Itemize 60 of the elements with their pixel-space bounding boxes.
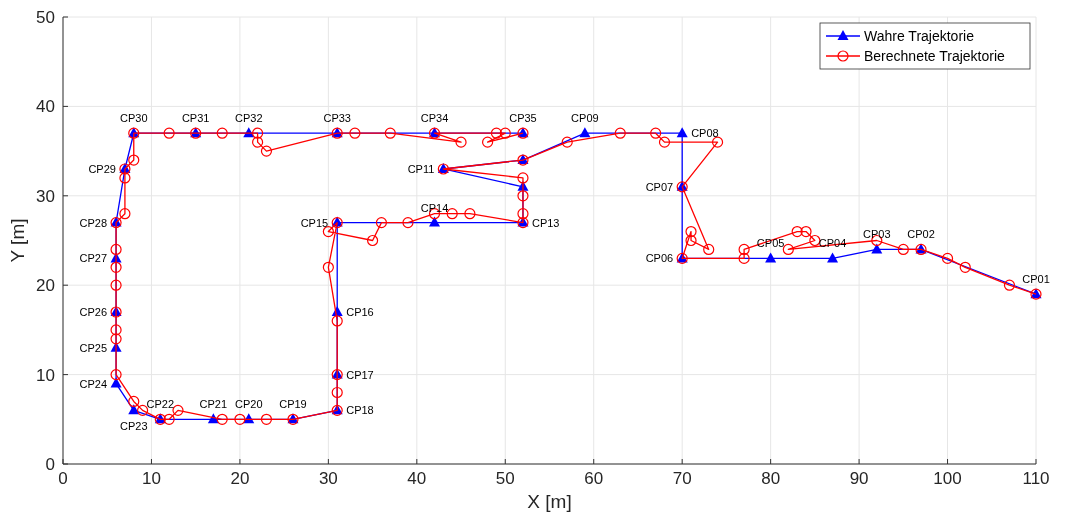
x-tick-label: 20: [230, 469, 250, 488]
x-tick-label: 110: [1022, 469, 1050, 488]
x-tick-label: 100: [933, 469, 962, 488]
annotation: CP18: [346, 404, 374, 417]
x-axis-title: X [m]: [527, 491, 572, 512]
annotation: CP26: [79, 306, 108, 319]
annotation: CP32: [234, 112, 263, 125]
x-tick-label: 50: [495, 469, 515, 488]
annotation: CP14: [420, 201, 449, 214]
annotation: CP31: [181, 112, 210, 125]
point: [827, 252, 839, 263]
annotation: CP16: [346, 306, 374, 319]
annotation: CP34: [420, 112, 449, 125]
annotation: CP23: [120, 420, 148, 433]
y-tick-label: 20: [36, 276, 55, 296]
y-tick-label: 10: [36, 365, 55, 385]
annotation: CP02: [907, 228, 935, 241]
point: [579, 127, 591, 138]
y-tick-label: 30: [36, 186, 55, 206]
annotation: CP09: [571, 112, 599, 125]
annotation: CP21: [199, 398, 228, 411]
point: [110, 377, 122, 388]
x-tick-label: 30: [318, 469, 338, 488]
annotation: CP29: [88, 162, 116, 175]
point: [429, 216, 441, 227]
annotation: CP06: [645, 252, 674, 265]
annotation: CP19: [279, 398, 307, 411]
x-tick-label: 0: [58, 469, 68, 488]
x-tick-label: 60: [584, 469, 604, 488]
y-tick-label: 40: [36, 97, 55, 117]
annotation: CP30: [120, 112, 148, 125]
x-tick-label: 90: [849, 469, 869, 488]
x-tick-label: 70: [672, 469, 692, 488]
annotation: CP20: [234, 398, 263, 411]
annotation: CP05: [756, 237, 785, 250]
legend-label: Berechnete Trajektorie: [864, 48, 1006, 64]
annotation: CP28: [79, 216, 108, 229]
legend-label: Wahre Trajektorie: [864, 28, 975, 44]
annotation: CP22: [146, 398, 175, 411]
point: [676, 127, 688, 138]
annotation: CP25: [79, 341, 108, 354]
annotation: CP15: [300, 216, 329, 229]
annotation: CP33: [323, 112, 351, 125]
annotation: CP13: [531, 216, 560, 229]
y-axis-title: Y [m]: [7, 218, 28, 263]
annotation: CP24: [79, 377, 108, 390]
y-tick-label: 50: [36, 8, 55, 27]
annotation: CP03: [863, 228, 891, 241]
annotation: CP08: [691, 127, 719, 140]
annotation: CP27: [79, 252, 108, 265]
x-tick-label: 80: [761, 469, 781, 488]
annotation: CP35: [509, 112, 537, 125]
annotation: CP11: [407, 162, 435, 175]
x-tick-label: 40: [407, 469, 427, 488]
annotation: CP07: [645, 180, 674, 193]
annotation: CP17: [346, 368, 374, 381]
x-tick-label: 10: [141, 469, 161, 488]
y-tick-label: 0: [45, 455, 55, 474]
annotation: CP01: [1022, 273, 1050, 286]
point: [765, 252, 777, 263]
